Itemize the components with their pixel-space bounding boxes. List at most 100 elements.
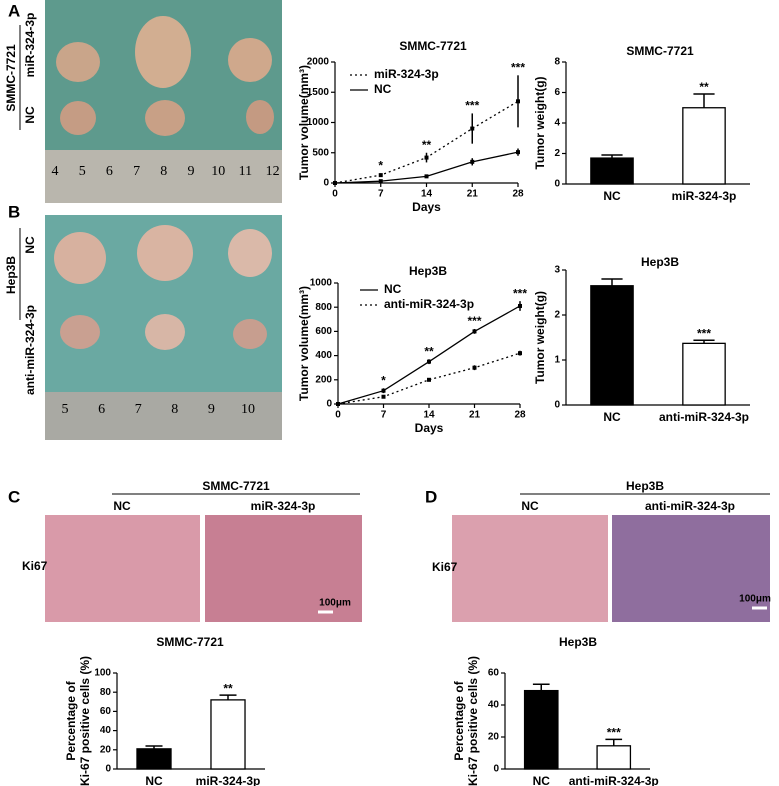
point	[516, 99, 520, 104]
x-tick-label: anti-miR-324-3p	[659, 410, 749, 424]
ruler-number: 5	[62, 402, 69, 417]
point	[516, 150, 520, 155]
photo-d-nc	[452, 515, 608, 622]
y-tick-label: 800	[315, 302, 332, 313]
panel-letter: D	[425, 487, 437, 506]
ruler-number: 10	[211, 164, 225, 179]
label: NC	[521, 499, 539, 513]
y-tick-label: 20	[100, 744, 112, 755]
x-tick-label: 28	[512, 189, 524, 200]
ruler-number: 8	[160, 164, 167, 179]
x-tick-label: miR-324-3p	[672, 189, 737, 203]
y-tick-label: 3	[554, 265, 560, 276]
ruler-number: 12	[266, 164, 280, 179]
label: Ki67	[22, 559, 48, 573]
y-tick-label: 600	[315, 326, 332, 337]
y-tick-label: 6	[554, 87, 560, 98]
significance: *	[378, 158, 383, 172]
ruler-number: 8	[171, 402, 178, 417]
point	[333, 181, 337, 185]
x-tick-label: 7	[378, 189, 384, 200]
x-tick-label: NC	[603, 410, 621, 424]
label: 100μm	[739, 594, 771, 605]
bar	[210, 699, 246, 770]
label: NC	[23, 236, 37, 254]
panel-letter: B	[8, 202, 20, 221]
significance: ***	[511, 60, 525, 74]
bar	[523, 689, 559, 770]
label: anti-miR-324-3p	[645, 499, 735, 513]
chart-title: Hep3B	[641, 255, 679, 269]
ruler-number: 5	[79, 164, 86, 179]
y-tick-label: 40	[100, 725, 112, 736]
chart-title: SMMC-7721	[399, 39, 467, 53]
y-tick-label: 0	[554, 400, 560, 411]
y-tick-label: 0	[554, 179, 560, 190]
significance: ***	[465, 99, 479, 113]
y-tick-label: 4	[554, 118, 560, 129]
label: miR-324-3p	[23, 13, 37, 78]
legend-label: NC	[384, 282, 402, 296]
chart-title: SMMC-7721	[626, 44, 694, 58]
y-tick-label: 60	[488, 668, 500, 679]
x-tick-label: 14	[421, 189, 433, 200]
ruler-number: 4	[52, 164, 59, 179]
significance: **	[223, 681, 233, 695]
y-axis-label: Tumor volume(mm³)	[297, 286, 311, 401]
photo-c-nc	[45, 515, 200, 622]
x-tick-label: 21	[469, 410, 481, 421]
significance: **	[422, 138, 432, 152]
x-axis-label: Days	[415, 421, 444, 435]
x-tick-label: 0	[335, 410, 341, 421]
label: miR-324-3p	[251, 499, 316, 513]
y-tick-label: 400	[315, 350, 332, 361]
legend-label: miR-324-3p	[374, 67, 439, 81]
bar	[596, 745, 632, 770]
y-tick-label: 1000	[310, 278, 333, 289]
y-tick-label: 60	[100, 706, 112, 717]
label: NC	[113, 499, 131, 513]
label: SMMC-7721	[4, 44, 18, 112]
label: Hep3B	[4, 256, 18, 294]
chart-title: Hep3B	[409, 264, 447, 278]
point	[518, 351, 522, 356]
legend-label: anti-miR-324-3p	[384, 297, 474, 311]
ruler-number: 11	[239, 164, 252, 179]
ruler-number: 9	[188, 164, 195, 179]
ruler-number: 10	[241, 402, 255, 417]
label: 100μm	[319, 598, 351, 609]
label: anti-miR-324-3p	[23, 305, 37, 395]
panel-letter: A	[8, 1, 20, 20]
point	[472, 329, 477, 334]
label: Ki67	[432, 560, 458, 574]
y-tick-label: 1	[554, 355, 560, 366]
point	[381, 394, 386, 399]
ruler-number: 7	[135, 402, 142, 417]
point	[424, 155, 429, 160]
x-axis-label: Days	[412, 200, 441, 214]
bar	[682, 342, 726, 406]
chart-title: SMMC-7721	[156, 635, 224, 649]
significance: *	[381, 373, 386, 387]
point	[378, 173, 383, 178]
significance: **	[699, 80, 709, 94]
label: SMMC-7721	[202, 479, 270, 493]
x-tick-label: 0	[332, 189, 338, 200]
x-tick-label: NC	[603, 189, 621, 203]
point	[518, 303, 522, 308]
bar	[136, 748, 172, 770]
x-tick-label: NC	[145, 774, 163, 786]
ruler-number: 9	[208, 402, 215, 417]
y-axis-label: Ki-67 positive cells (%)	[466, 656, 480, 786]
legend-label: NC	[374, 82, 392, 96]
bar	[590, 285, 634, 406]
y-tick-label: 2	[554, 148, 560, 159]
y-tick-label: 0	[323, 178, 329, 189]
point	[381, 388, 386, 393]
y-tick-label: 8	[554, 57, 560, 68]
y-tick-label: 200	[315, 374, 332, 385]
point	[427, 359, 431, 364]
label: NC	[23, 106, 37, 124]
y-tick-label: 20	[488, 732, 500, 743]
